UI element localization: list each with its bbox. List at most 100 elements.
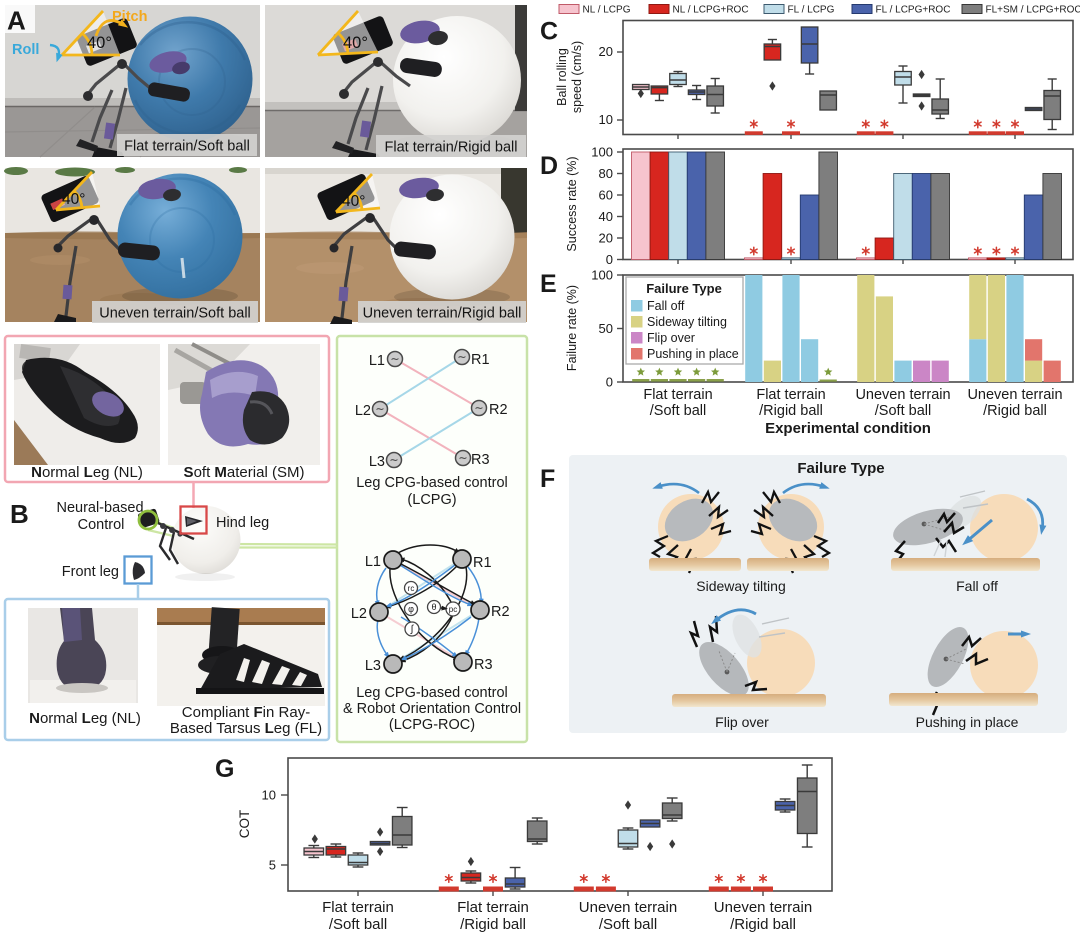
svg-text:Based Tarsus Leg (FL): Based Tarsus Leg (FL) [170,720,322,737]
svg-text:Normal Leg (NL): Normal Leg (NL) [29,710,141,727]
svg-text:COT: COT [237,810,252,839]
svg-text:Roll: Roll [12,42,39,58]
svg-text:40°: 40° [87,34,112,52]
svg-text:∼: ∼ [474,403,483,415]
svg-text:/Soft ball: /Soft ball [650,403,706,419]
svg-text:Uneven terrain/Rigid ball: Uneven terrain/Rigid ball [363,306,522,322]
svg-text:Flat terrain: Flat terrain [322,899,394,916]
svg-text:(LCPG): (LCPG) [407,492,456,508]
svg-text:F: F [540,465,555,493]
svg-text:Failure rate (%): Failure rate (%) [565,285,579,371]
svg-text:φ: φ [408,604,414,614]
svg-text:Hind leg: Hind leg [216,515,269,531]
svg-text:100: 100 [591,268,613,283]
svg-text:Failure Type: Failure Type [797,460,884,477]
svg-text:L3: L3 [365,658,381,674]
svg-text:∼: ∼ [458,453,467,465]
svg-text:Experimental condition: Experimental condition [765,420,931,437]
svg-text:Flip over: Flip over [715,714,769,730]
svg-text:Uneven terrain: Uneven terrain [967,387,1062,403]
svg-text:L2: L2 [351,606,367,622]
svg-text:40°: 40° [62,191,85,208]
svg-text:∼: ∼ [375,404,384,416]
svg-text:Uneven terrain: Uneven terrain [855,387,950,403]
svg-text:Pushing in place: Pushing in place [916,714,1019,730]
svg-text:Uneven terrain: Uneven terrain [714,899,812,916]
svg-text:10: 10 [599,112,613,127]
svg-text:/Soft ball: /Soft ball [875,403,931,419]
svg-text:0: 0 [606,252,613,267]
svg-text:20: 20 [599,231,613,246]
svg-text:Sideway tilting: Sideway tilting [696,578,786,594]
svg-text:0: 0 [606,375,613,390]
svg-text:/Rigid ball: /Rigid ball [460,916,526,933]
svg-text:Normal Leg (NL): Normal Leg (NL) [31,464,143,481]
svg-text:/Soft ball: /Soft ball [599,916,657,933]
svg-text:L3: L3 [369,454,385,470]
svg-text:20: 20 [599,44,613,59]
svg-text:Failure Type: Failure Type [646,281,722,296]
svg-text:80: 80 [599,166,613,181]
svg-text:R1: R1 [473,555,492,571]
svg-text:Compliant Fin Ray-: Compliant Fin Ray- [182,704,310,721]
svg-text:C: C [540,18,558,46]
svg-text:Neural-based: Neural-based [56,500,143,516]
svg-text:E: E [540,270,557,298]
svg-text:/Rigid ball: /Rigid ball [730,916,796,933]
svg-text:R2: R2 [491,604,510,620]
svg-text:Sideway tilting: Sideway tilting [647,315,727,329]
svg-text:G: G [215,755,234,783]
svg-text:Flat terrain: Flat terrain [457,899,529,916]
svg-text:50: 50 [599,321,613,336]
svg-text:Flip over: Flip over [647,331,695,345]
svg-text:Flat terrain/Rigid ball: Flat terrain/Rigid ball [385,140,518,156]
svg-text:A: A [7,6,26,36]
svg-text:Front leg: Front leg [62,564,119,580]
svg-text:B: B [10,499,29,529]
svg-text:40: 40 [599,209,613,224]
svg-text:∼: ∼ [389,455,398,467]
svg-text:Flat terrain/Soft ball: Flat terrain/Soft ball [124,139,250,155]
svg-text:FL+SM / LCPG+ROC: FL+SM / LCPG+ROC [986,5,1080,16]
svg-text:Ball rolling: Ball rolling [555,48,569,106]
svg-text:/Rigid ball: /Rigid ball [759,403,823,419]
svg-text:L1: L1 [369,353,385,369]
svg-text:R2: R2 [489,402,508,418]
svg-text:100: 100 [591,145,613,160]
svg-text:10: 10 [262,788,276,803]
svg-text:Flat terrain: Flat terrain [756,387,825,403]
svg-text:& Robot Orientation Control: & Robot Orientation Control [343,701,521,717]
svg-text:5: 5 [269,858,276,873]
svg-text:Leg CPG-based control: Leg CPG-based control [356,685,508,701]
svg-text:40°: 40° [343,34,368,52]
svg-text:40°: 40° [342,193,365,210]
svg-text:∼: ∼ [390,354,399,366]
svg-text:Uneven terrain/Soft ball: Uneven terrain/Soft ball [99,306,251,322]
svg-text:Fall off: Fall off [647,299,685,313]
svg-text:(LCPG-ROC): (LCPG-ROC) [389,717,475,733]
svg-text:Soft Material (SM): Soft Material (SM) [184,464,305,481]
svg-text:rc: rc [408,584,415,593]
svg-text:R1: R1 [471,352,490,368]
svg-text:speed (cm/s): speed (cm/s) [570,41,584,113]
svg-text:D: D [540,152,558,180]
svg-text:NL / LCPG: NL / LCPG [583,5,631,16]
svg-text:L2: L2 [355,403,371,419]
svg-text:θ: θ [431,602,436,612]
svg-text:Success rate (%): Success rate (%) [565,156,579,251]
svg-text:L1: L1 [365,554,381,570]
svg-text:R3: R3 [474,657,493,673]
svg-text:Fall off: Fall off [956,578,998,594]
svg-text:Leg CPG-based control: Leg CPG-based control [356,475,508,491]
svg-text:Flat terrain: Flat terrain [643,387,712,403]
svg-text:/Soft ball: /Soft ball [329,916,387,933]
svg-text:FL / LCPG: FL / LCPG [788,5,835,16]
svg-text:Uneven terrain: Uneven terrain [579,899,677,916]
svg-text:R3: R3 [471,452,490,468]
svg-text:∼: ∼ [457,352,466,364]
svg-text:FL / LCPG+ROC: FL / LCPG+ROC [876,5,951,16]
svg-text:NL / LCPG+ROC: NL / LCPG+ROC [673,5,749,16]
svg-text:pc: pc [449,605,457,614]
svg-text:Pushing in place: Pushing in place [647,347,739,361]
svg-text:Control: Control [78,517,125,533]
